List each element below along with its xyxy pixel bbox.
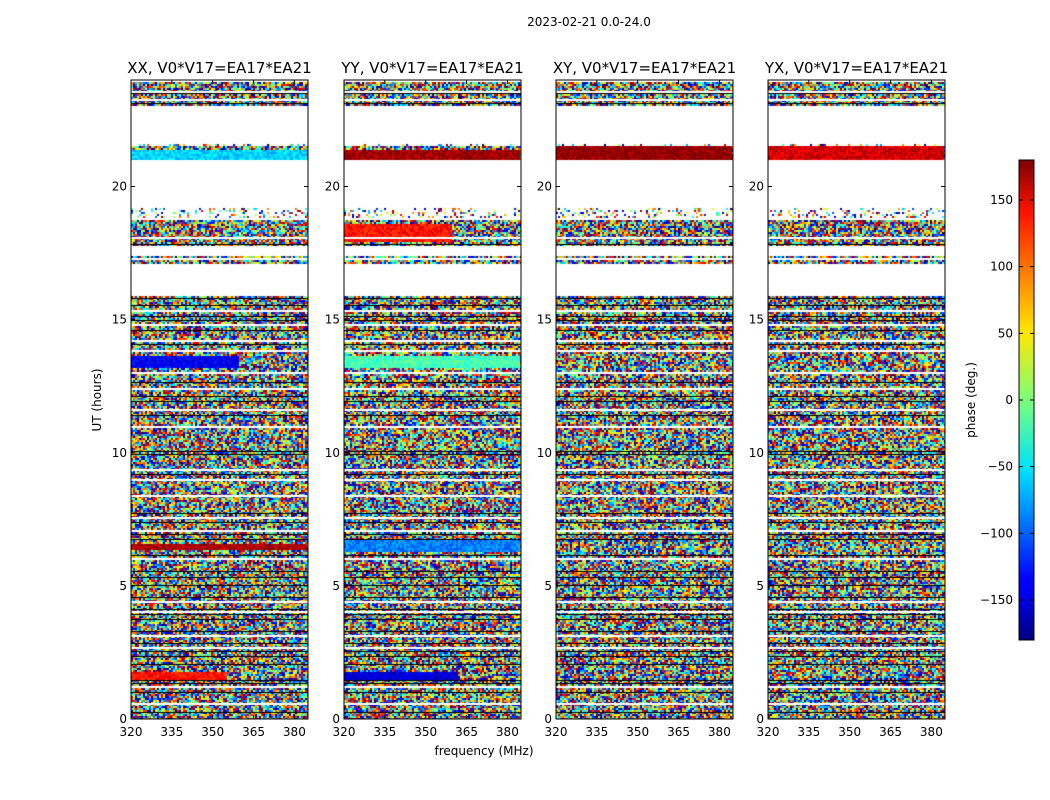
panel-frame-3 bbox=[555, 79, 734, 720]
panel-3: XY, V0*V17=EA17*EA21 320 335 350 365 380 0 5 10 1… bbox=[537, 59, 736, 739]
colorbar-tick-label: −150 bbox=[980, 593, 1013, 607]
x-tick-label: 335 bbox=[160, 725, 183, 739]
x-tick-label: 380 bbox=[708, 725, 731, 739]
x-tick-label: 320 bbox=[120, 725, 143, 739]
y-tick-label: 5 bbox=[544, 579, 552, 593]
x-tick-label: 380 bbox=[283, 725, 306, 739]
y-tick-label: 5 bbox=[756, 579, 764, 593]
colorbar-label: phase (deg.) bbox=[964, 362, 978, 438]
y-tick-label: 10 bbox=[537, 446, 552, 460]
x-tick-label: 320 bbox=[545, 725, 568, 739]
y-tick-label: 5 bbox=[332, 579, 340, 593]
panel-title-3: XY, V0*V17=EA17*EA21 bbox=[553, 59, 736, 77]
y-tick-label: 0 bbox=[544, 712, 552, 726]
y-tick-label: 15 bbox=[325, 313, 340, 327]
y-tick-label: 20 bbox=[537, 180, 552, 194]
colorbar-tick-label: 0 bbox=[1005, 393, 1013, 407]
y-tick-label: 15 bbox=[749, 313, 764, 327]
x-tick-label: 335 bbox=[373, 725, 396, 739]
colorbar-tick-label: 100 bbox=[990, 260, 1013, 274]
colorbar: −150 −100 −50 0 50 100 150 phase (deg.) bbox=[964, 159, 1035, 641]
colorbar-tick-label: −100 bbox=[980, 526, 1013, 540]
panels-group: XX, V0*V17=EA17*EA21 320 335 350 365 380 0 5 10 1… bbox=[112, 59, 948, 739]
heatmap-image-1 bbox=[131, 80, 308, 719]
colorbar-ticks: −150 −100 −50 0 50 100 150 bbox=[980, 193, 1034, 607]
figure-title: 2023-02-21 0.0-24.0 bbox=[527, 15, 651, 29]
y-tick-label: 20 bbox=[325, 180, 340, 194]
panel-frame-4 bbox=[767, 79, 946, 720]
colorbar-tick-label: 150 bbox=[990, 193, 1013, 207]
heatmap-image-2 bbox=[344, 80, 521, 719]
y-tick-label: 0 bbox=[332, 712, 340, 726]
heatmap-image-4 bbox=[768, 80, 945, 719]
y-tick-label: 10 bbox=[325, 446, 340, 460]
panel-4: YX, V0*V17=EA17*EA21 320 335 350 365 380 0 5 10 1… bbox=[749, 59, 948, 739]
y-tick-label: 0 bbox=[756, 712, 764, 726]
panel-title-4: YX, V0*V17=EA17*EA21 bbox=[764, 59, 948, 77]
x-tick-label: 350 bbox=[201, 725, 224, 739]
x-tick-label: 365 bbox=[455, 725, 478, 739]
colorbar-tick-label: 50 bbox=[998, 326, 1013, 340]
x-tick-label: 320 bbox=[757, 725, 780, 739]
x-tick-label: 350 bbox=[414, 725, 437, 739]
x-tick-label: 350 bbox=[626, 725, 649, 739]
panel-frame-1 bbox=[130, 79, 309, 720]
y-tick-label: 20 bbox=[749, 180, 764, 194]
y-tick-label: 0 bbox=[119, 712, 127, 726]
panel-title-1: XX, V0*V17=EA17*EA21 bbox=[127, 59, 311, 77]
panel-2: YY, V0*V17=EA17*EA21 320 335 350 365 380 0 5 10 1… bbox=[325, 59, 524, 739]
heatmap-image-3 bbox=[556, 80, 733, 719]
x-tick-label: 365 bbox=[667, 725, 690, 739]
x-tick-label: 380 bbox=[496, 725, 519, 739]
panel-1: XX, V0*V17=EA17*EA21 320 335 350 365 380 0 5 10 1… bbox=[112, 59, 312, 739]
y-axis-label: UT (hours) bbox=[90, 368, 104, 431]
x-tick-label: 335 bbox=[585, 725, 608, 739]
y-tick-label: 10 bbox=[749, 446, 764, 460]
panel-title-2: YY, V0*V17=EA17*EA21 bbox=[340, 59, 523, 77]
y-tick-label: 15 bbox=[112, 313, 127, 327]
y-tick-label: 15 bbox=[537, 313, 552, 327]
x-tick-label: 380 bbox=[920, 725, 943, 739]
x-tick-label: 320 bbox=[333, 725, 356, 739]
x-tick-label: 335 bbox=[797, 725, 820, 739]
x-tick-label: 365 bbox=[242, 725, 265, 739]
panel-frame-2 bbox=[343, 79, 522, 720]
y-tick-label: 10 bbox=[112, 446, 127, 460]
colorbar-tick-label: −50 bbox=[988, 460, 1013, 474]
y-tick-label: 20 bbox=[112, 180, 127, 194]
x-axis-label: frequency (MHz) bbox=[434, 744, 533, 758]
x-tick-label: 365 bbox=[879, 725, 902, 739]
x-tick-label: 350 bbox=[838, 725, 861, 739]
y-tick-label: 5 bbox=[119, 579, 127, 593]
